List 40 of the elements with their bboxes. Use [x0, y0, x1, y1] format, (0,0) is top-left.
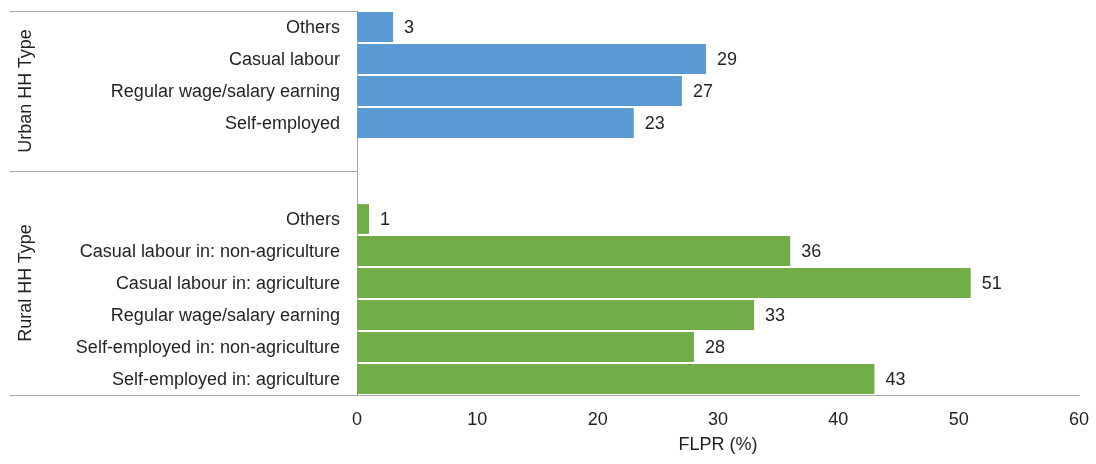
bar	[357, 364, 875, 394]
y-tick-label: Regular wage/salary earning	[110, 305, 340, 325]
bar	[357, 300, 755, 330]
data-label: 3	[404, 17, 415, 37]
data-label: 28	[704, 337, 725, 357]
y-tick-label: Casual labour in: agriculture	[115, 273, 340, 293]
bar	[357, 332, 694, 362]
x-tick-label: 20	[587, 409, 608, 429]
y-tick-label: Regular wage/salary earning	[110, 81, 340, 101]
y-tick-label: Others	[285, 17, 340, 37]
data-label: 29	[716, 49, 737, 69]
bar	[357, 108, 634, 138]
data-label: 51	[981, 273, 1002, 293]
x-tick-label: 30	[707, 409, 729, 429]
data-label: 23	[644, 113, 665, 133]
data-label: 43	[885, 369, 906, 389]
x-tick-label: 50	[948, 409, 969, 429]
data-label: 36	[801, 241, 822, 261]
x-tick-label: 60	[1068, 409, 1090, 429]
bar	[357, 76, 682, 106]
text: Urban HH Type	[15, 29, 35, 153]
y-tick-label: Self-employed	[224, 113, 340, 133]
data-label: 27	[692, 81, 713, 101]
x-tick-label: 0	[351, 409, 363, 429]
x-axis-title: FLPR (%)	[678, 434, 758, 454]
x-tick-label: 10	[467, 409, 488, 429]
y-tick-label: Casual labour	[228, 49, 340, 69]
bar	[357, 236, 791, 266]
bar	[357, 204, 370, 234]
y-tick-label: Others	[285, 209, 340, 229]
data-label: 33	[765, 305, 786, 325]
y-tick-label: Self-employed in: non-agriculture	[75, 337, 340, 357]
bar	[357, 12, 394, 42]
x-tick-label: 40	[828, 409, 849, 429]
bar	[357, 44, 706, 74]
y-tick-label: Casual labour in: non-agriculture	[79, 241, 340, 261]
data-label: 1	[380, 209, 391, 229]
bar	[357, 268, 971, 298]
text: Rural HH Type	[15, 224, 35, 342]
y-tick-label: Self-employed in: agriculture	[111, 369, 340, 389]
